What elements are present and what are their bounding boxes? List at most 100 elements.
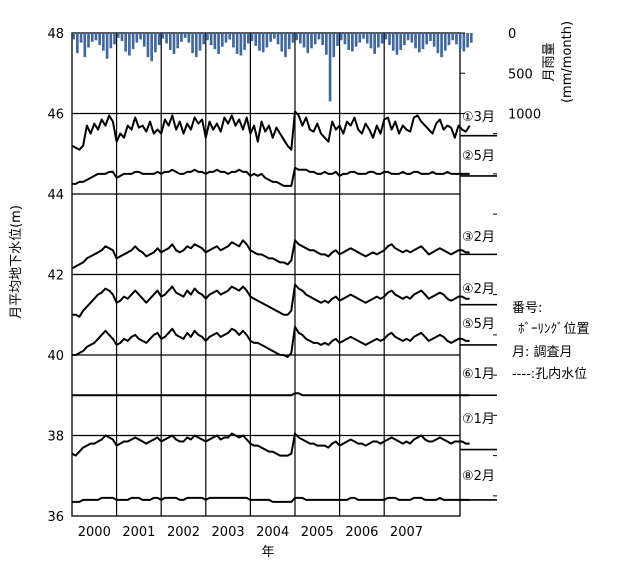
- rain-bar: [399, 33, 403, 50]
- x-tick-label: 2000: [78, 525, 111, 540]
- rain-bar: [161, 33, 165, 39]
- rain-bar: [436, 33, 440, 54]
- rain-bar: [347, 33, 350, 50]
- rain-bar: [235, 33, 239, 54]
- rain-bar: [142, 33, 146, 47]
- rain-bar: [250, 33, 254, 42]
- rain-bar: [135, 33, 139, 43]
- rain-bar: [98, 33, 101, 46]
- x-tick-label: 2007: [390, 525, 423, 540]
- rain-bar: [79, 33, 83, 43]
- rain-bar: [272, 33, 276, 39]
- rain-bar: [128, 33, 131, 56]
- rain-bar: [458, 33, 462, 50]
- rain-bar: [94, 33, 98, 41]
- rain-bar: [217, 33, 220, 54]
- rain-bar: [299, 33, 302, 44]
- rain-bar: [466, 33, 469, 48]
- rain-bar: [425, 33, 429, 45]
- y2-tick-label: 0: [508, 27, 516, 42]
- rain-bar: [224, 33, 228, 43]
- rain-bar: [373, 33, 377, 54]
- rain-bar: [406, 33, 410, 41]
- rain-bar: [280, 33, 284, 52]
- series-label: ③2月: [462, 230, 495, 245]
- series-line: [71, 239, 470, 270]
- rain-bar: [306, 33, 310, 54]
- series-line: [72, 283, 470, 318]
- rain-bar: [310, 33, 313, 49]
- rain-bar: [209, 33, 213, 46]
- rain-bar: [198, 33, 202, 51]
- rain-bar: [432, 33, 436, 47]
- series-labels: ①3月 ②5月 ③2月 ④2月 ⑤5月 ⑥1月 ⑦1月 ⑧2月: [462, 110, 495, 484]
- rain-bar: [83, 33, 87, 58]
- rain-bar: [239, 33, 243, 56]
- rain-bar: [165, 33, 168, 44]
- rain-bar: [317, 33, 321, 40]
- rain-bar: [384, 33, 388, 40]
- rain-bar: [321, 33, 324, 46]
- rain-bar: [76, 33, 79, 54]
- rain-bar: [291, 33, 295, 43]
- series-label: ④2月: [462, 282, 495, 297]
- rain-bar: [176, 33, 180, 49]
- rain-bar: [265, 33, 269, 48]
- rain-bar: [369, 33, 373, 49]
- rainfall-bars: [72, 33, 473, 102]
- rain-bar: [261, 33, 265, 53]
- x-tick-label: 2005: [301, 525, 334, 540]
- rain-bar: [109, 33, 113, 49]
- rain-bar: [365, 33, 369, 44]
- legend-line-4: ----:孔内水位: [512, 366, 587, 382]
- rain-bar: [254, 33, 258, 46]
- series-line: [71, 110, 471, 151]
- rain-bar: [395, 33, 399, 55]
- rain-bar: [388, 33, 391, 46]
- rain-bar: [191, 33, 194, 54]
- rain-bar: [172, 33, 176, 54]
- legend-line-1: 番号:: [512, 301, 542, 316]
- rain-bar: [269, 33, 272, 42]
- rain-bar: [429, 33, 432, 42]
- rain-bar: [351, 33, 354, 52]
- rain-bar: [72, 33, 75, 40]
- rain-bar: [206, 33, 209, 41]
- rain-bar: [302, 33, 306, 48]
- rain-bar: [157, 33, 161, 46]
- y-tick-label: 46: [47, 108, 64, 123]
- x-tick-label: 2001: [122, 525, 155, 540]
- rain-bar: [213, 33, 217, 50]
- rain-bar: [139, 33, 142, 40]
- series-line: [72, 166, 470, 187]
- y-axis-title: 月平均地下水位(m): [9, 205, 24, 319]
- rain-bar: [194, 33, 198, 58]
- rain-bar: [202, 33, 206, 45]
- rain-bar: [246, 33, 250, 44]
- rain-bar: [325, 33, 328, 55]
- y-tick-label: 42: [47, 269, 64, 284]
- rain-bar: [146, 33, 150, 58]
- rain-bar: [131, 33, 135, 50]
- y2-tick-label: 500: [508, 67, 533, 82]
- rain-bar: [391, 33, 395, 51]
- rain-bar: [462, 33, 466, 52]
- series-label: ⑤5月: [462, 317, 495, 332]
- rain-bar: [410, 33, 414, 43]
- y-tick-label: 44: [47, 188, 64, 203]
- rain-bar: [120, 33, 124, 42]
- rain-bar: [443, 33, 447, 51]
- rain-bar: [447, 33, 451, 46]
- rain-bar: [180, 33, 183, 42]
- groundwater-series: [71, 110, 497, 503]
- rain-bar: [295, 33, 298, 41]
- rain-bar: [168, 33, 172, 50]
- rain-bar: [440, 33, 443, 58]
- rain-bar: [105, 33, 109, 59]
- legend-line-2: ﾎﾞｰﾘﾝｸﾞ位置: [518, 322, 590, 337]
- rain-bar: [343, 33, 347, 45]
- y-tick-label: 38: [47, 430, 64, 445]
- rain-bar: [336, 33, 339, 46]
- y2-axis-title: 月雨量: [542, 42, 557, 81]
- rain-bar: [232, 33, 235, 48]
